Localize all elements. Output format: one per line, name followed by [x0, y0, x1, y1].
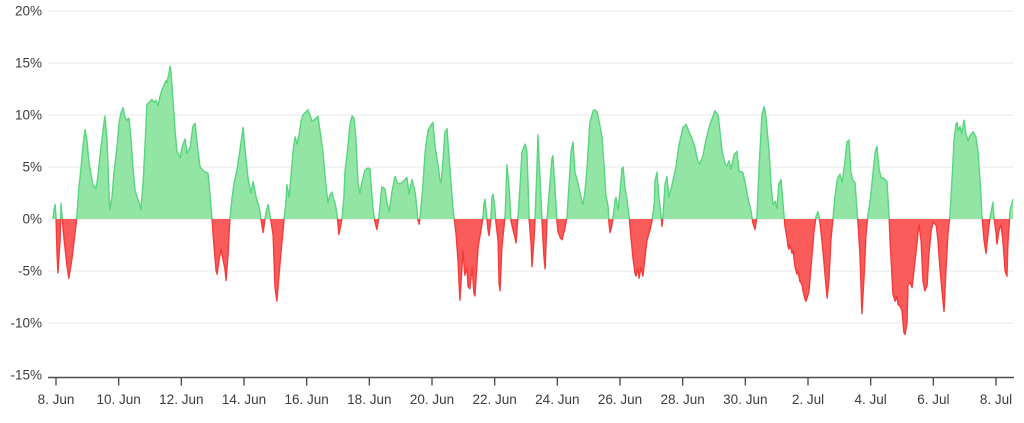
x-tick-label: 30. Jun	[723, 392, 767, 407]
x-tick-label: 20. Jun	[410, 392, 454, 407]
x-tick-label: 2. Jul	[792, 392, 824, 407]
x-tick-label: 24. Jun	[535, 392, 579, 407]
y-tick-label: 20%	[15, 4, 42, 19]
x-tick-label: 10. Jun	[97, 392, 141, 407]
y-tick-label: -5%	[18, 264, 42, 279]
area-negative	[52, 219, 1013, 335]
y-tick-label: 0%	[22, 212, 42, 227]
x-tick-label: 4. Jul	[855, 392, 887, 407]
series	[52, 65, 1014, 336]
x-tick-label: 8. Jun	[38, 392, 75, 407]
area-positive	[52, 66, 1013, 219]
y-tick-label: -10%	[10, 316, 42, 331]
y-tick-label: 10%	[15, 108, 42, 123]
x-tick-label: 14. Jun	[222, 392, 266, 407]
x-tick-label: 28. Jun	[661, 392, 705, 407]
y-tick-label: -15%	[10, 368, 42, 383]
y-axis-labels: 20% 15% 10% 5% 0% -5% -10% -15%	[10, 4, 42, 383]
x-axis: 8. Jun 10. Jun 12. Jun 14. Jun 16. Jun 18. Ju…	[38, 376, 1014, 407]
x-tick-label: 26. Jun	[598, 392, 642, 407]
x-tick-label: 18. Jun	[347, 392, 391, 407]
y-tick-label: 5%	[22, 160, 42, 175]
x-tick-label: 6. Jul	[917, 392, 949, 407]
x-tick-label: 22. Jun	[473, 392, 517, 407]
line-negative	[52, 219, 1011, 336]
x-tick-label: 8. Jul	[980, 392, 1012, 407]
x-tick-label: 12. Jun	[159, 392, 203, 407]
x-tick-label: 16. Jun	[285, 392, 329, 407]
y-tick-label: 15%	[15, 56, 42, 71]
